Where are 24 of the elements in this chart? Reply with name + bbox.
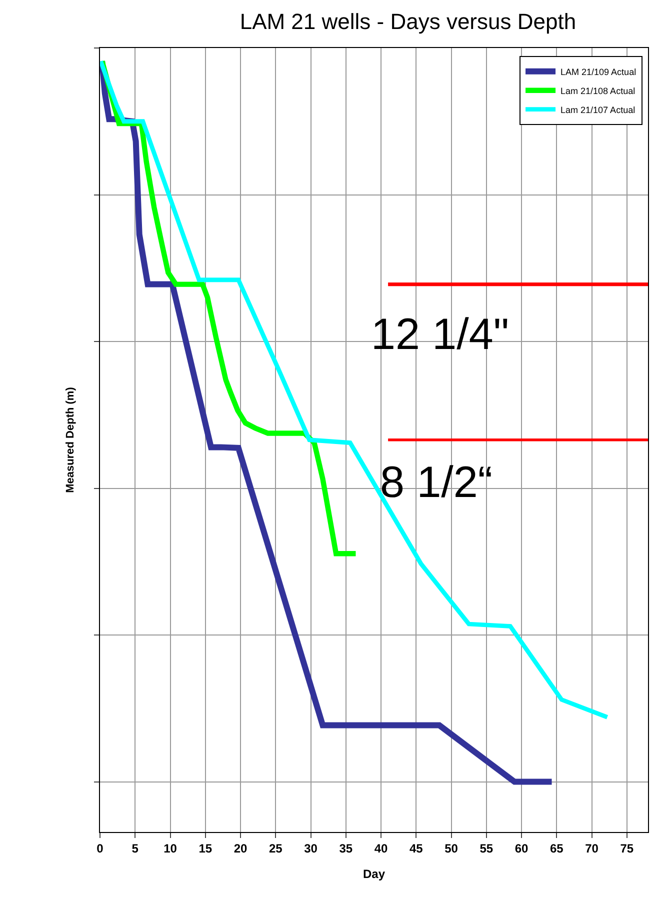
x-axis-title: Day <box>362 867 386 881</box>
x-tick-label: 45 <box>409 841 424 856</box>
x-tick-label: 15 <box>198 841 212 856</box>
x-tick-label: 35 <box>339 841 353 856</box>
x-tick-label: 25 <box>268 841 283 856</box>
x-tick-label: 20 <box>234 841 248 856</box>
x-tick-label: 5 <box>132 841 139 856</box>
x-tick-label: 40 <box>374 841 388 856</box>
chart-title: LAM 21 wells - Days versus Depth <box>240 9 576 34</box>
x-tick-label: 0 <box>96 841 104 856</box>
legend-label: Lam 21/107 Actual <box>560 104 636 115</box>
x-tick-label: 55 <box>480 841 494 856</box>
x-tick-label: 10 <box>164 841 178 856</box>
legend-label: LAM 21/109 Actual <box>560 66 636 77</box>
legend-label: Lam 21/108 Actual <box>560 86 636 96</box>
annotation: 12 1/4" <box>371 310 509 359</box>
x-tick-label: 60 <box>514 841 529 856</box>
x-tick-label: 50 <box>444 841 458 856</box>
y-axis-title: Measured Depth (m) <box>64 386 76 493</box>
x-tick-label: 75 <box>620 841 634 856</box>
x-tick-label: 30 <box>304 841 318 856</box>
annotation: 8 1/2“ <box>380 458 493 507</box>
x-tick-label: 70 <box>585 841 599 856</box>
x-tick-label: 65 <box>550 841 564 856</box>
